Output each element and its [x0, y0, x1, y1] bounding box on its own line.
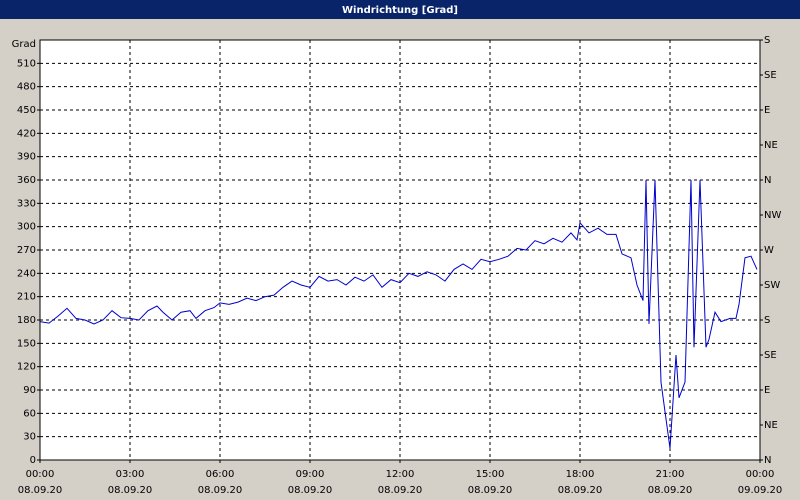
x-tick-label: 15:00 08.09.20 — [468, 469, 513, 496]
x-tick-label: 12:00 08.09.20 — [378, 469, 423, 496]
y2-tick-label: SE — [764, 70, 777, 81]
y-tick-label: 390 — [17, 152, 36, 163]
y2-tick-label: E — [764, 385, 770, 396]
x-tick-label: 09:00 08.09.20 — [288, 469, 333, 496]
y-tick-label: 60 — [23, 408, 36, 419]
y-tick-label: 210 — [17, 292, 36, 303]
chart-title: Windrichtung [Grad] — [342, 5, 458, 16]
y-tick-label: 30 — [23, 432, 36, 443]
y2-tick-label: N — [764, 455, 771, 466]
y2-tick-label: W — [764, 245, 774, 256]
series — [39, 179, 758, 449]
y-tick-label: 240 — [17, 268, 36, 279]
y-tick-label: 300 — [17, 222, 36, 233]
y-tick-label: 420 — [17, 128, 36, 139]
y-tick-label: 270 — [17, 245, 36, 256]
y2-tick-label: E — [764, 105, 770, 116]
y-tick-label: 150 — [17, 338, 36, 349]
title-bar — [0, 0, 800, 19]
y-tick-label: 510 — [17, 58, 36, 69]
x-tick-label: 00:00 09.09.20 — [738, 469, 783, 496]
data-line — [39, 179, 758, 449]
y-tick-label: 0 — [30, 455, 36, 466]
y-tick-label: 180 — [17, 315, 36, 326]
y2-tick-label: N — [764, 175, 771, 186]
x-tick-label: 00:00 08.09.20 — [18, 469, 63, 496]
y-tick-label: 450 — [17, 105, 36, 116]
y2-tick-label: SE — [764, 350, 777, 361]
y2-tick-label: S — [764, 35, 770, 46]
x-tick-label: 03:00 08.09.20 — [108, 469, 153, 496]
grid — [39, 40, 761, 461]
x-tick-label: 21:00 08.09.20 — [648, 469, 693, 496]
y2-tick-label: S — [764, 315, 770, 326]
y2-tick-label: NE — [764, 140, 778, 151]
x-tick-label: 06:00 08.09.20 — [198, 469, 243, 496]
y-tick-label: 120 — [17, 362, 36, 373]
y2-tick-label: NW — [764, 210, 781, 221]
y2-tick-label: NE — [764, 420, 778, 431]
y2-tick-label: SW — [764, 280, 780, 291]
y-axis-label: Grad — [12, 39, 36, 50]
x-tick-label: 18:00 08.09.20 — [558, 469, 603, 496]
y-tick-label: 90 — [23, 385, 36, 396]
y-tick-label: 330 — [17, 198, 36, 209]
y-tick-label: 480 — [17, 82, 36, 93]
y-tick-label: 360 — [17, 175, 36, 186]
